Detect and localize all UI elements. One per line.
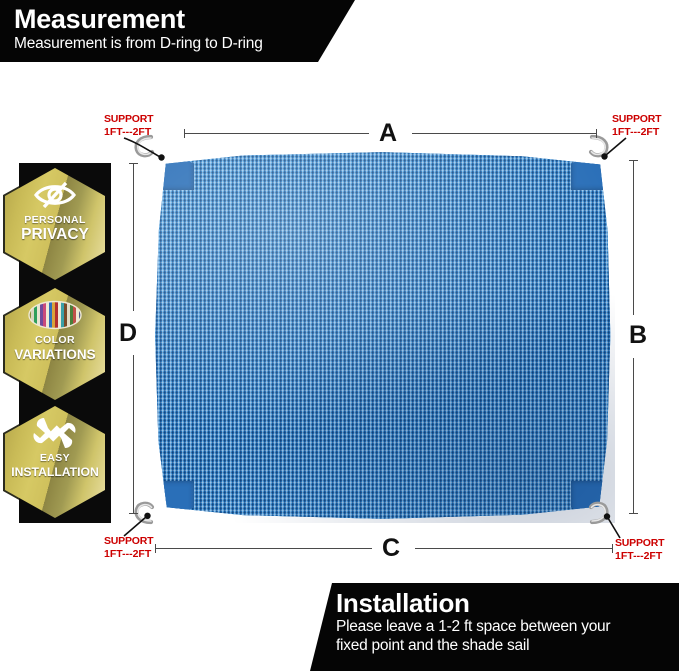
dimension-label-A: A <box>372 120 405 146</box>
support-callout-top-right: SUPPORT 1FT---2FT <box>612 113 662 138</box>
support-line-1: SUPPORT <box>612 113 662 125</box>
dimension-line-bottom-left-seg <box>155 548 372 549</box>
eye-slash-icon <box>32 177 78 213</box>
dimension-cap-right-bottom <box>629 513 638 514</box>
dimension-line-top-right-seg <box>412 133 596 134</box>
dimension-line-right-top-seg <box>633 160 634 315</box>
support-line-1: SUPPORT <box>615 537 665 549</box>
support-callout-bottom-right: SUPPORT 1FT---2FT <box>615 537 665 562</box>
support-line-1: SUPPORT <box>104 535 154 547</box>
color-stripes-icon <box>28 297 82 333</box>
dimension-cap-top-right <box>596 129 597 138</box>
header-subtitle: Measurement is from D-ring to D-ring <box>14 35 263 52</box>
dimension-label-D: D <box>112 320 145 346</box>
badge-small-label: COLOR <box>35 334 75 346</box>
dimension-line-bottom-right-seg <box>415 548 612 549</box>
support-arrow-top-left <box>123 137 165 161</box>
support-line-2: 1FT---2FT <box>615 549 663 562</box>
dimension-cap-bottom-left <box>155 544 156 553</box>
support-arrow-bottom-left <box>123 512 151 537</box>
dimension-line-left-bottom-seg <box>133 355 134 513</box>
support-callout-bottom-left: SUPPORT 1FT---2FT <box>104 535 154 560</box>
support-line-2: 1FT---2FT <box>612 125 660 138</box>
support-arrow-top-right <box>601 137 627 160</box>
header-title: Measurement <box>14 4 185 34</box>
dimension-line-right-bottom-seg <box>633 358 634 513</box>
sail-fabric-mesh <box>155 152 611 519</box>
badge-large-label: VARIATIONS <box>14 347 96 362</box>
support-callout-top-left: SUPPORT 1FT---2FT <box>104 113 154 138</box>
footer-line-2: fixed point and the shade sail <box>336 636 530 654</box>
dimension-label-C: C <box>375 535 408 561</box>
support-arrow-bottom-right <box>603 513 621 539</box>
dimension-cap-left-bottom <box>129 513 138 514</box>
wrench-screwdriver-icon <box>31 415 79 451</box>
badge-large-label: PRIVACY <box>21 226 89 243</box>
badge-personal-privacy: PERSONAL PRIVACY <box>3 166 107 282</box>
measurement-header-banner: Measurement Measurement is from D-ring t… <box>0 0 355 62</box>
badge-large-label: INSTALLATION <box>11 465 99 479</box>
dimension-cap-bottom-right <box>612 544 613 553</box>
badge-color-variations: COLOR VARIATIONS <box>3 286 107 402</box>
d-ring-top-left <box>134 134 155 158</box>
dimension-label-B: B <box>622 322 655 348</box>
dimension-line-left-top-seg <box>133 163 134 311</box>
d-ring-bottom-right <box>588 501 609 525</box>
d-ring-top-right <box>588 134 609 158</box>
shade-sail-product-image <box>150 148 615 523</box>
support-line-1: SUPPORT <box>104 113 154 125</box>
badge-small-label: PERSONAL <box>24 214 86 226</box>
footer-line-1: Please leave a 1-2 ft space between your <box>336 618 611 635</box>
dimension-cap-left-top <box>129 163 138 164</box>
installation-footer-banner: Installation Please leave a 1-2 ft space… <box>310 583 679 671</box>
badge-easy-installation: EASY INSTALLATION <box>3 404 107 520</box>
dimension-cap-right-top <box>629 160 638 161</box>
dimension-cap-top-left <box>184 129 185 138</box>
dimension-line-top-left-seg <box>184 133 369 134</box>
support-line-2: 1FT---2FT <box>104 125 152 138</box>
support-line-2: 1FT---2FT <box>104 547 152 560</box>
badge-small-label: EASY <box>39 452 71 464</box>
footer-title: Installation <box>336 588 470 618</box>
